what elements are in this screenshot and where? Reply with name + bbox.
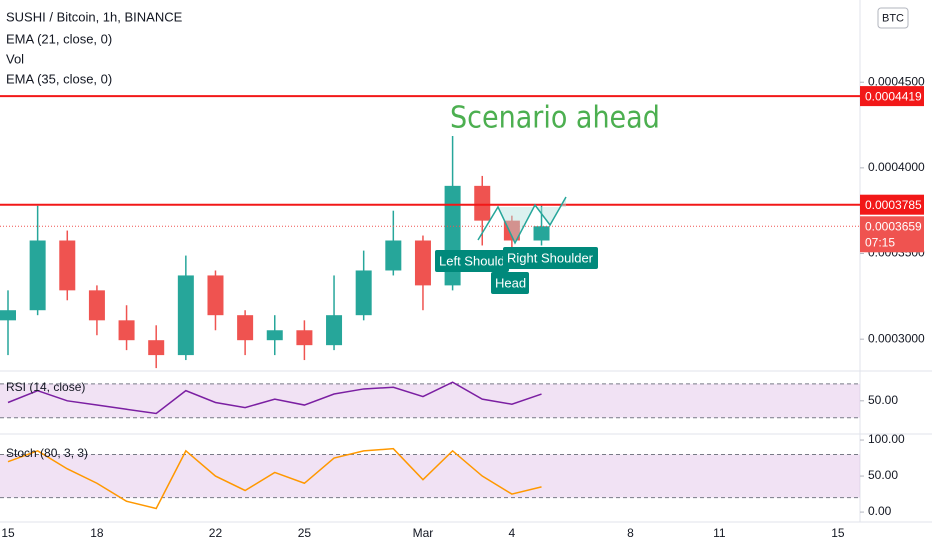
x-tick-label: 15 <box>831 526 845 540</box>
candle-body <box>0 310 16 321</box>
pattern-fill <box>498 197 566 243</box>
candle-body <box>118 320 135 341</box>
indicator-label: EMA (35, close, 0) <box>6 71 112 86</box>
x-tick-label: 8 <box>627 526 634 540</box>
candle-body <box>207 275 224 316</box>
pattern-label-box <box>491 272 529 294</box>
y-tick-label: 50.00 <box>868 468 898 482</box>
candle-body <box>177 275 194 356</box>
x-tick-label: 22 <box>209 526 223 540</box>
y-tick-label: 100.00 <box>868 432 905 446</box>
candle-body <box>385 240 402 271</box>
indicator-line <box>7 381 542 415</box>
y-tick-label: 0.0004500 <box>868 74 925 88</box>
x-tick-label: 4 <box>509 526 516 540</box>
currency-button-label[interactable]: BTC <box>882 12 904 24</box>
candle-body <box>266 330 283 341</box>
pattern-label: Right Shoulder <box>507 250 594 265</box>
candle-body <box>29 240 46 311</box>
candle-body <box>503 220 520 241</box>
last-price-box <box>860 216 924 253</box>
last-price-label: 0.0003659 <box>865 219 922 233</box>
symbol-title: SUSHI / Bitcoin, 1h, BINANCE <box>6 9 183 24</box>
pane-title: RSI (14, close) <box>6 380 85 394</box>
countdown-label: 07:15 <box>865 235 895 249</box>
level-label-box <box>860 194 924 215</box>
x-tick-label: 25 <box>298 526 312 540</box>
candle-body <box>296 330 313 346</box>
x-tick-label: 18 <box>90 526 104 540</box>
indicator-label: Vol <box>6 51 24 66</box>
candle-body <box>326 315 343 346</box>
x-tick-label: Mar <box>413 526 434 540</box>
pattern-label-box <box>435 250 509 272</box>
y-tick-label: 0.0003000 <box>868 331 925 345</box>
level-label: 0.0003785 <box>865 198 922 212</box>
x-tick-label: 15 <box>1 526 15 540</box>
candle-body <box>148 340 165 356</box>
pattern-line <box>477 196 567 245</box>
indicator-line <box>7 447 542 510</box>
candle-body <box>237 315 254 341</box>
band <box>0 454 860 498</box>
y-tick-label: 0.00 <box>868 504 892 518</box>
pane-title: Stoch (80, 3, 3) <box>6 446 88 460</box>
candle-body <box>474 185 491 221</box>
x-tick-label: 11 <box>713 526 726 540</box>
indicator-label: EMA (21, close, 0) <box>6 31 112 46</box>
currency-button[interactable] <box>877 7 909 29</box>
candle-body <box>88 290 105 321</box>
annotation-title: Scenario ahead <box>450 101 660 136</box>
candle-body <box>414 240 431 286</box>
pattern-label-box <box>503 247 598 269</box>
level-label-box <box>860 86 924 107</box>
band <box>0 383 860 418</box>
candle-body <box>533 226 550 241</box>
level-label: 0.0004419 <box>865 89 922 103</box>
pattern-label: Left Shoulder <box>439 253 517 268</box>
y-tick-label: 0.0004000 <box>868 160 925 174</box>
candle-body <box>59 240 76 291</box>
candle-body <box>355 270 372 316</box>
y-tick-label: 50.00 <box>868 393 898 407</box>
pattern-label: Head <box>495 275 526 290</box>
